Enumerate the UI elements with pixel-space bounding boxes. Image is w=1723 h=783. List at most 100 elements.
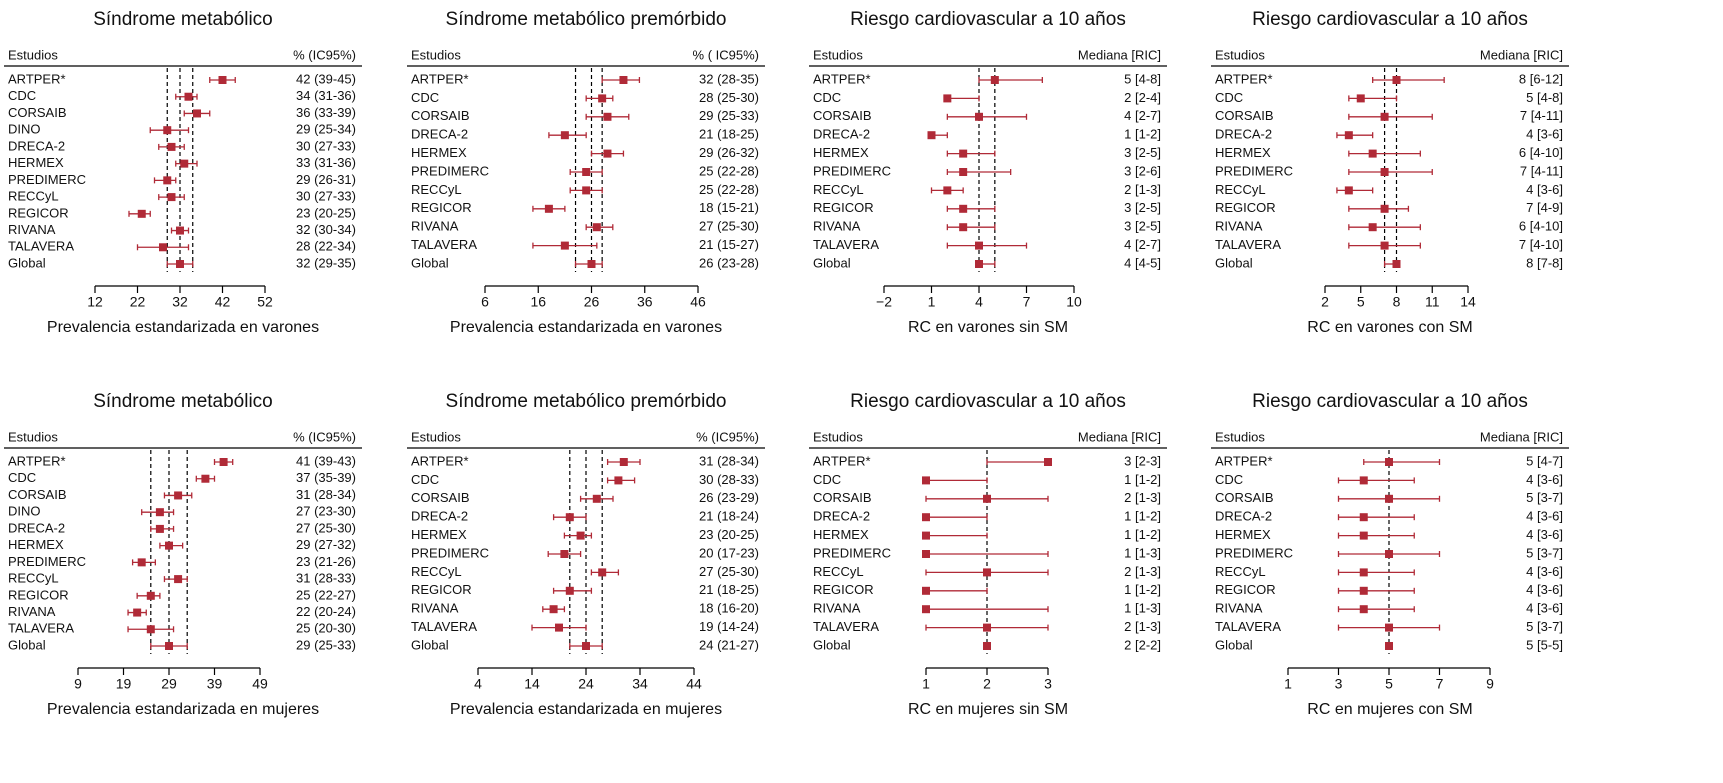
x-tick-label: 1	[928, 294, 936, 310]
point-estimate	[146, 625, 155, 634]
point-estimate	[1359, 586, 1368, 595]
value-label: 32 (28-35)	[699, 71, 759, 86]
value-label: 4 [3-6]	[1526, 127, 1563, 142]
study-label: DRECA-2	[813, 127, 870, 142]
point-estimate	[943, 94, 952, 103]
value-label: 4 [3-6]	[1526, 527, 1563, 542]
value-label: 1 [1-3]	[1124, 545, 1161, 560]
forest-panel: Riesgo cardiovascular a 10 años Estudios M…	[809, 9, 1167, 336]
x-tick-label: 1	[1284, 676, 1292, 692]
study-label: ARTPER*	[813, 453, 871, 468]
point-estimate	[1385, 458, 1393, 466]
study-label: CORSAIB	[8, 105, 67, 120]
value-label: 31 (28-34)	[296, 487, 356, 502]
value-label: 31 (28-33)	[296, 571, 356, 586]
point-estimate	[582, 168, 591, 176]
value-label: 7 [4-11]	[1520, 108, 1563, 123]
study-label: ARTPER*	[411, 453, 469, 468]
panel-title: Riesgo cardiovascular a 10 años	[1252, 391, 1528, 412]
point-estimate	[1368, 223, 1377, 232]
value-label: 30 (27-33)	[296, 138, 356, 153]
study-label: DINO	[8, 504, 41, 519]
x-tick-label: 26	[584, 294, 600, 310]
point-estimate	[163, 176, 172, 185]
value-label: 25 (22-28)	[699, 182, 759, 197]
point-estimate	[598, 568, 607, 577]
study-label: HERMEX	[411, 527, 467, 542]
value-label: 5 [4-7]	[1526, 453, 1563, 468]
point-estimate	[159, 243, 167, 252]
point-estimate	[1385, 494, 1393, 503]
point-estimate	[167, 193, 176, 202]
value-label: 29 (26-31)	[296, 172, 356, 187]
point-estimate	[155, 524, 164, 533]
point-estimate	[1359, 568, 1368, 577]
study-label: ARTPER*	[813, 71, 871, 86]
value-label: 4 [2-7]	[1124, 237, 1161, 252]
forest-panel: Riesgo cardiovascular a 10 años Estudios M…	[809, 391, 1167, 718]
study-label: RIVANA	[8, 604, 56, 619]
point-estimate	[560, 131, 569, 140]
study-label: TALAVERA	[1215, 619, 1281, 634]
study-label: HERMEX	[411, 145, 467, 160]
value-label: 3 [2-6]	[1124, 163, 1161, 178]
header-right: Mediana [RIC]	[1078, 429, 1161, 444]
point-estimate	[1044, 458, 1052, 466]
study-label: RIVANA	[1215, 219, 1263, 234]
point-estimate	[1368, 149, 1377, 158]
value-label: 27 (25-30)	[699, 564, 759, 579]
point-estimate	[549, 605, 558, 614]
value-label: 4 [4-5]	[1124, 255, 1161, 270]
study-label: CDC	[1215, 472, 1243, 487]
header-right: % (IC95%)	[696, 429, 759, 444]
x-tick-label: 16	[530, 294, 546, 310]
point-estimate	[218, 76, 227, 84]
study-label: CDC	[411, 472, 439, 487]
study-label: DINO	[8, 122, 41, 137]
value-label: 4 [3-6]	[1526, 564, 1563, 579]
study-label: ARTPER*	[1215, 71, 1273, 86]
point-estimate	[184, 92, 193, 101]
point-estimate	[603, 149, 612, 158]
value-label: 2 [2-4]	[1124, 90, 1161, 105]
value-label: 28 (25-30)	[699, 90, 759, 105]
point-estimate	[176, 226, 184, 235]
value-label: 24 (21-27)	[699, 637, 759, 652]
point-estimate	[592, 494, 601, 503]
value-label: 3 [2-5]	[1124, 200, 1161, 215]
x-tick-label: 7	[1023, 294, 1031, 310]
study-label: Global	[411, 637, 449, 652]
value-label: 2 [1-3]	[1124, 619, 1161, 634]
study-label: DRECA-2	[813, 509, 870, 524]
study-label: RECCyL	[813, 182, 864, 197]
point-estimate	[1385, 623, 1393, 632]
point-estimate	[201, 474, 210, 483]
point-estimate	[1380, 241, 1389, 250]
study-label: Global	[411, 255, 449, 270]
study-label: REGICOR	[1215, 200, 1276, 215]
value-label: 23 (20-25)	[699, 527, 759, 542]
value-label: 23 (20-25)	[296, 205, 356, 220]
point-estimate	[560, 550, 569, 558]
x-axis-label: RC en mujeres sin SM	[908, 701, 1068, 718]
x-tick-label: 9	[1486, 676, 1494, 692]
point-estimate	[167, 142, 176, 151]
x-axis-label: RC en varones con SM	[1307, 319, 1472, 336]
point-estimate	[983, 623, 991, 632]
value-label: 6 [4-10]	[1519, 145, 1563, 160]
study-label: RECCyL	[1215, 182, 1266, 197]
x-tick-label: 44	[686, 676, 702, 692]
x-tick-label: 4	[474, 676, 482, 692]
study-label: CDC	[813, 472, 841, 487]
value-label: 30 (27-33)	[296, 189, 356, 204]
x-tick-label: 3	[1044, 676, 1052, 692]
study-label: TALAVERA	[8, 621, 74, 636]
value-label: 25 (22-28)	[699, 163, 759, 178]
panel-title: Síndrome metabólico premórbido	[446, 391, 727, 412]
study-label: RECCyL	[8, 571, 59, 586]
value-label: 29 (25-34)	[296, 122, 356, 137]
value-label: 29 (27-32)	[296, 537, 356, 552]
value-label: 1 [1-2]	[1124, 509, 1161, 524]
study-label: REGICOR	[8, 587, 69, 602]
